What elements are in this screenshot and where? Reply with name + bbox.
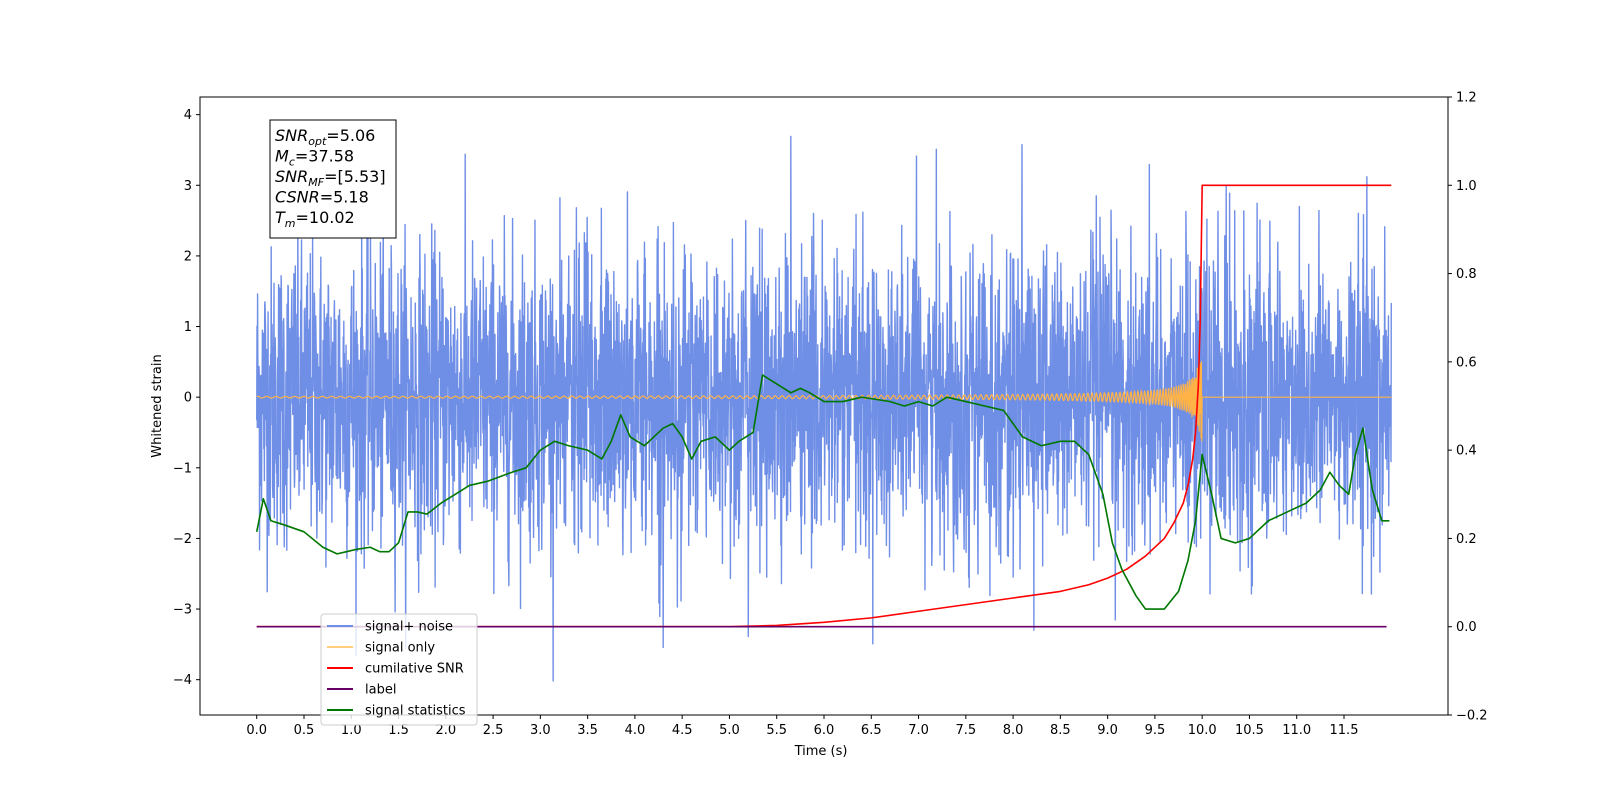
annotation-frame [269, 119, 397, 239]
legend-frame [320, 613, 478, 726]
y2-tick-label: 0.4 [1456, 444, 1477, 459]
x-tick-label: 1.0 [341, 723, 362, 738]
annotation-symbol: SNR [275, 167, 308, 186]
annotation-value: =5.18 [320, 188, 369, 207]
annotation-line: Tm=10.02 [275, 208, 355, 230]
annotation-symbol: SNR [275, 126, 308, 145]
legend-label: signal statistics [365, 704, 466, 719]
y2-tick-label: 0.0 [1456, 620, 1477, 635]
annotation-line: SNRMF=[5.53] [275, 167, 386, 189]
x-tick-label: 5.0 [719, 723, 740, 738]
legend-label: signal+ noise [365, 620, 453, 635]
annotation-subscript: c [289, 156, 295, 169]
x-axis-label: Time (s) [794, 744, 848, 759]
x-tick-label: 7.5 [955, 723, 976, 738]
y-tick-label: 3 [184, 179, 192, 194]
x-tick-label: 6.0 [814, 723, 835, 738]
x-tick-label: 2.0 [435, 723, 456, 738]
x-tick-label: 3.0 [530, 723, 551, 738]
annotation-subscript: m [285, 217, 296, 230]
x-tick-label: 1.5 [388, 723, 409, 738]
x-tick-label: 11.0 [1282, 723, 1311, 738]
y-axis-left: −4 −3 −2 −1 0 1 2 3 4 [173, 108, 200, 688]
stats-annotation-box: SNRopt=5.06Mc=37.58SNRMF=[5.53]CSNR=5.18… [269, 119, 397, 239]
y2-tick-label: −0.2 [1456, 709, 1488, 724]
y2-tick-label: 1.0 [1456, 179, 1477, 194]
y-tick-label: −2 [173, 532, 192, 547]
y2-tick-label: 0.6 [1456, 355, 1477, 370]
annotation-value: =5.06 [326, 126, 375, 145]
series-signal-noise-line [256, 135, 1392, 682]
x-tick-label: 7.0 [908, 723, 929, 738]
y-tick-label: 1 [184, 320, 192, 335]
y-tick-label: −3 [173, 603, 192, 618]
annotation-value: =10.02 [296, 208, 355, 227]
x-tick-label: 6.5 [861, 723, 882, 738]
annotation-subscript: opt [308, 135, 327, 148]
x-tick-label: 2.5 [483, 723, 504, 738]
annotation-value: =37.58 [295, 147, 354, 166]
x-axis: 0.0 0.5 1.0 1.5 2.0 2.5 3.0 3.5 4.0 4.5 5.0 5.5 6.0 6… [246, 715, 1358, 738]
annotation-symbol: T [275, 208, 286, 227]
y-tick-label: −4 [173, 673, 192, 688]
annotation-line: SNRopt=5.06 [275, 126, 375, 148]
x-tick-label: 10.0 [1188, 723, 1217, 738]
y-tick-label: −1 [173, 461, 192, 476]
x-tick-label: 10.5 [1235, 723, 1264, 738]
x-tick-label: 5.5 [766, 723, 787, 738]
x-tick-label: 9.5 [1145, 723, 1166, 738]
y-tick-label: 2 [184, 249, 192, 264]
x-tick-label: 8.0 [1003, 723, 1024, 738]
y-axis-label: Whitened strain [150, 354, 165, 457]
x-tick-label: 3.5 [577, 723, 598, 738]
y-tick-label: 4 [184, 108, 192, 123]
annotation-symbol: CSNR [275, 188, 320, 207]
annotation-line: Mc=37.58 [275, 147, 354, 169]
x-tick-label: 8.5 [1050, 723, 1071, 738]
y-axis-right: −0.2 0.0 0.2 0.4 0.6 0.8 1.0 1.2 [1448, 91, 1488, 724]
legend-label: cumilative SNR [365, 662, 464, 677]
x-tick-label: 0.5 [294, 723, 315, 738]
annotation-subscript: MF [308, 176, 324, 189]
y2-tick-label: 0.8 [1456, 267, 1477, 282]
legend: signal+ noise signal only cumilative SNR la… [320, 613, 478, 726]
legend-label: signal only [365, 641, 435, 656]
annotation-value: =[5.53] [324, 167, 386, 186]
x-tick-label: 4.0 [625, 723, 646, 738]
x-tick-label: 0.0 [246, 723, 267, 738]
series-signal-statistics-line [255, 374, 1390, 610]
x-tick-label: 4.5 [672, 723, 693, 738]
series-signal-only-line [256, 361, 1392, 442]
series-cumilative-snr-line [256, 184, 1392, 628]
annotation-symbol: M [275, 147, 289, 166]
y-tick-label: 0 [184, 391, 192, 406]
x-tick-label: 9.0 [1097, 723, 1118, 738]
y2-tick-label: 0.2 [1456, 532, 1477, 547]
legend-label: label [365, 683, 396, 698]
y2-tick-label: 1.2 [1456, 91, 1477, 106]
annotation-line: CSNR=5.18 [275, 188, 369, 207]
x-tick-label: 11.5 [1330, 723, 1359, 738]
